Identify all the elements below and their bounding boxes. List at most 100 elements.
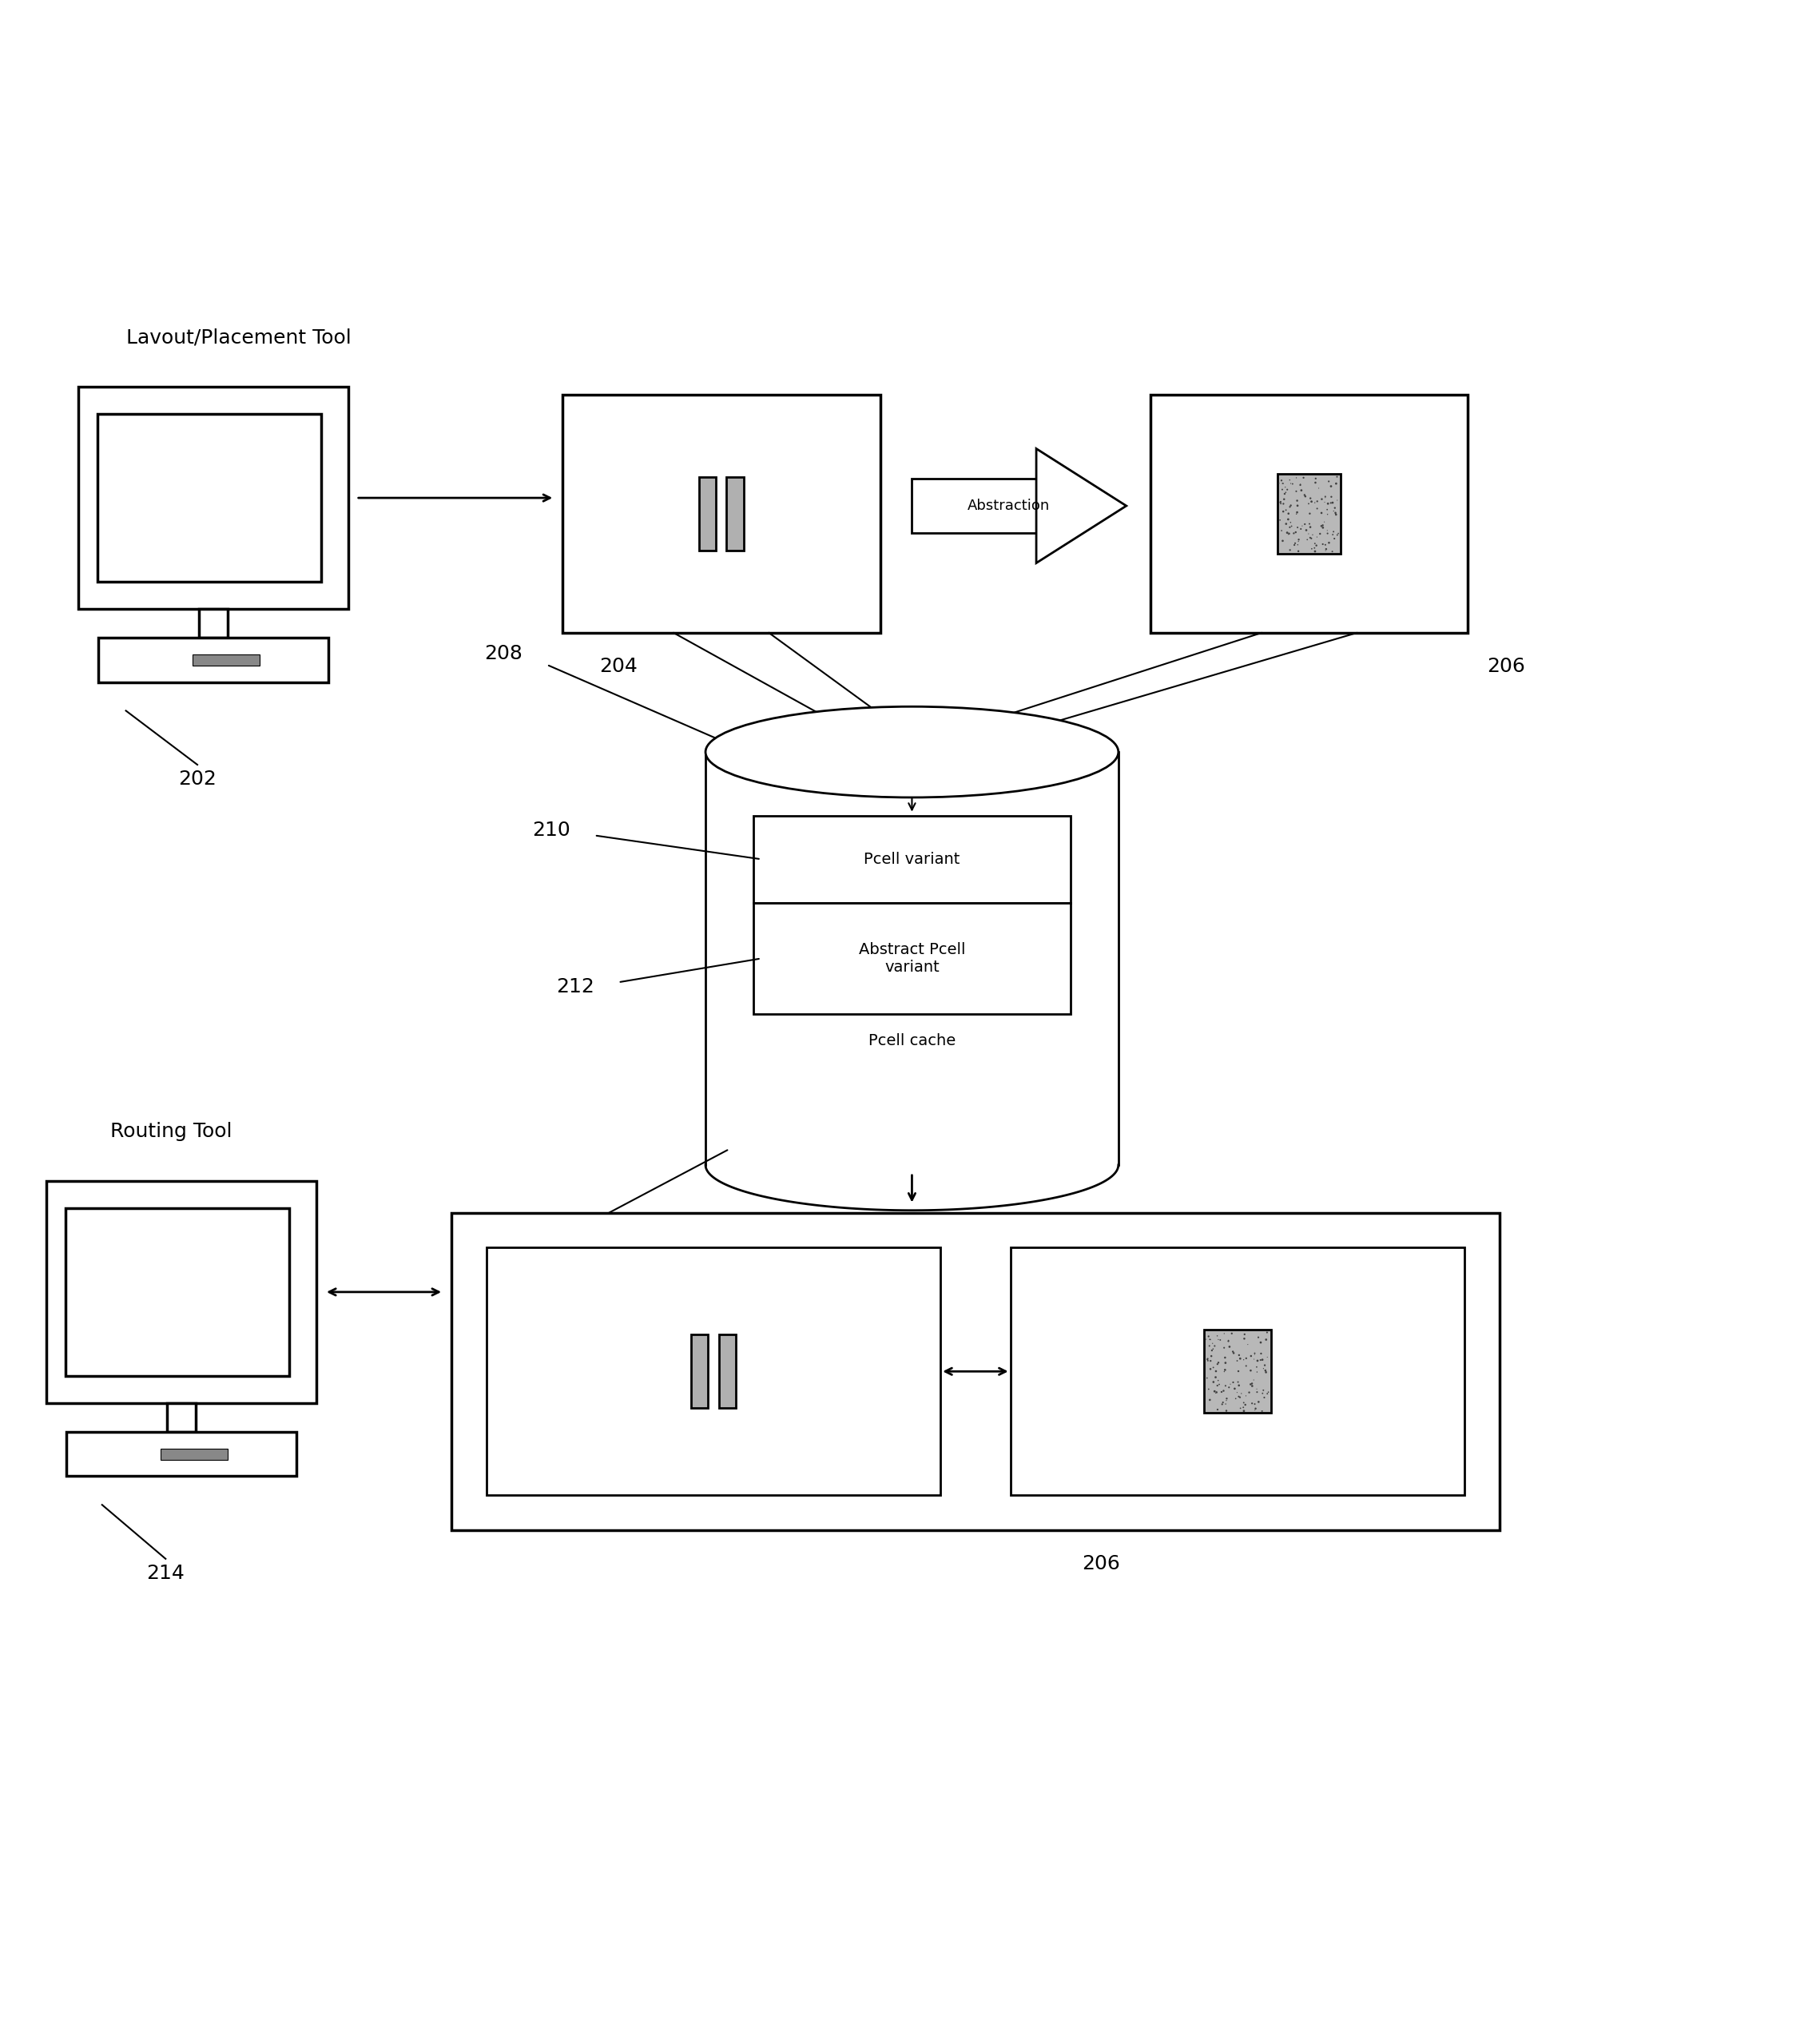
Point	[1202, 1376, 1231, 1408]
Point	[1202, 1369, 1231, 1402]
Point	[1285, 468, 1314, 501]
Point	[1280, 517, 1309, 550]
Bar	[1276, 474, 1342, 554]
Point	[1195, 1322, 1224, 1355]
Point	[1295, 497, 1323, 529]
Point	[1238, 1388, 1267, 1421]
Point	[1296, 484, 1325, 517]
Point	[1219, 1337, 1248, 1369]
Bar	[727, 476, 745, 550]
Point	[1266, 484, 1295, 517]
Point	[1251, 1322, 1280, 1355]
Point	[1229, 1343, 1258, 1376]
Point	[1240, 1388, 1269, 1421]
Point	[1311, 480, 1340, 513]
Text: 209: 209	[532, 1222, 571, 1241]
Bar	[166, 1402, 195, 1431]
Point	[1193, 1343, 1222, 1376]
Point	[1280, 527, 1309, 560]
Point	[1231, 1349, 1260, 1382]
Point	[1226, 1392, 1255, 1425]
Point	[1253, 1378, 1282, 1410]
Point	[1295, 486, 1323, 519]
Point	[1291, 507, 1320, 540]
Bar	[754, 903, 1070, 1014]
Text: 206: 206	[1486, 656, 1524, 677]
Text: Abstract Pcell
variant: Abstract Pcell variant	[859, 942, 965, 975]
Point	[1284, 489, 1313, 521]
Point	[1314, 466, 1343, 499]
Point	[1197, 1339, 1226, 1372]
Point	[1193, 1320, 1222, 1353]
Point	[1211, 1388, 1240, 1421]
Point	[1244, 1320, 1273, 1353]
Point	[1238, 1369, 1267, 1402]
Point	[1240, 1339, 1269, 1372]
Point	[1271, 495, 1300, 527]
Point	[1293, 523, 1322, 556]
Point	[1267, 464, 1296, 497]
Point	[1311, 533, 1340, 566]
Point	[1199, 1333, 1228, 1365]
Point	[1305, 517, 1334, 550]
Point	[1275, 464, 1304, 497]
Point	[1215, 1372, 1244, 1404]
Point	[1284, 536, 1313, 568]
Point	[1201, 1378, 1229, 1410]
Point	[1251, 1355, 1280, 1388]
Point	[1242, 1374, 1271, 1406]
Point	[1193, 1361, 1222, 1394]
Point	[1211, 1394, 1240, 1427]
Bar	[47, 1181, 316, 1402]
Point	[1284, 525, 1313, 558]
Point	[1291, 513, 1320, 546]
Point	[1246, 1327, 1275, 1359]
Point	[1201, 1329, 1229, 1361]
Bar	[98, 638, 329, 683]
Point	[1217, 1367, 1246, 1400]
Point	[1295, 507, 1323, 540]
Point	[1242, 1376, 1271, 1408]
Point	[1210, 1331, 1238, 1363]
Point	[1282, 484, 1311, 517]
Point	[1296, 521, 1325, 554]
Point	[1282, 462, 1311, 495]
Point	[1210, 1374, 1238, 1406]
Text: 214: 214	[146, 1564, 184, 1582]
Point	[1309, 527, 1338, 560]
Point	[1304, 493, 1332, 525]
Bar	[1011, 1247, 1464, 1496]
Point	[1284, 511, 1313, 544]
Point	[1322, 499, 1351, 531]
Point	[1275, 497, 1304, 529]
Point	[1237, 1355, 1266, 1388]
Point	[1195, 1353, 1224, 1386]
Bar	[698, 476, 716, 550]
Point	[1302, 462, 1331, 495]
Point	[1282, 497, 1311, 529]
Point	[1215, 1331, 1244, 1363]
Point	[1300, 527, 1329, 560]
Point	[1222, 1345, 1251, 1378]
Point	[1323, 484, 1352, 517]
Point	[1197, 1345, 1226, 1378]
Point	[1291, 478, 1320, 511]
Point	[1282, 474, 1311, 507]
Point	[1202, 1355, 1231, 1388]
Point	[1219, 1335, 1248, 1367]
Point	[1278, 468, 1307, 501]
Point	[1253, 1341, 1282, 1374]
Point	[1224, 1339, 1253, 1372]
Point	[1296, 511, 1325, 544]
Point	[1231, 1343, 1260, 1376]
Point	[1273, 503, 1302, 536]
Point	[1313, 499, 1342, 531]
Text: 202: 202	[179, 769, 217, 789]
Point	[1195, 1374, 1224, 1406]
Point	[1276, 509, 1305, 542]
Point	[1322, 497, 1351, 529]
Text: Routing Tool: Routing Tool	[110, 1122, 231, 1141]
Point	[1276, 533, 1305, 566]
Point	[1202, 1347, 1231, 1380]
Point	[1204, 1367, 1233, 1400]
